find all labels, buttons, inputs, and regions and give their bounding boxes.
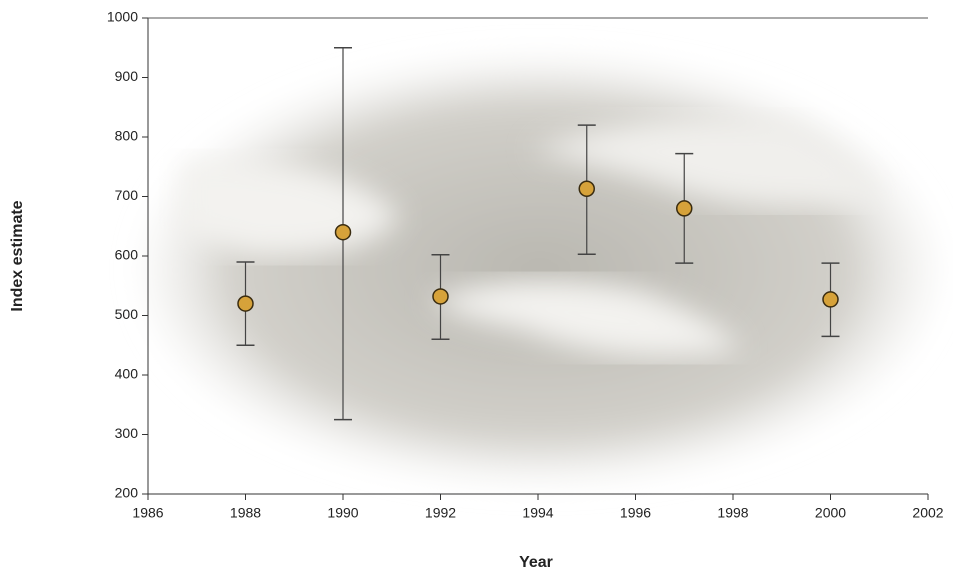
x-tick-label: 1986 xyxy=(132,505,163,521)
x-tick-label: 1990 xyxy=(327,505,358,521)
y-axis-title: Index estimate xyxy=(9,200,26,311)
y-tick-label: 300 xyxy=(115,425,139,441)
point xyxy=(238,296,253,311)
y-tick-label: 200 xyxy=(115,485,139,501)
x-tick-label: 2000 xyxy=(815,505,846,521)
x-tick-label: 1992 xyxy=(425,505,456,521)
y-tick-label: 800 xyxy=(115,128,139,144)
x-tick-label: 2002 xyxy=(912,505,943,521)
x-tick-label: 1998 xyxy=(717,505,748,521)
point xyxy=(677,201,692,216)
background-image xyxy=(140,55,940,485)
y-tick-label: 500 xyxy=(115,306,139,322)
point xyxy=(336,225,351,240)
x-tick-label: 1988 xyxy=(230,505,261,521)
y-tick-label: 600 xyxy=(115,247,139,263)
chart: Year Index estimate 200 300 400 500 600 700 80… xyxy=(0,0,953,575)
y-tick-label: 400 xyxy=(115,366,139,382)
x-tick-label: 1996 xyxy=(620,505,651,521)
x-tick-label: 1994 xyxy=(522,505,553,521)
point xyxy=(433,289,448,304)
y-tick-label: 900 xyxy=(115,68,139,84)
x-axis-title: Year xyxy=(519,554,553,571)
y-tick-label: 1000 xyxy=(107,9,138,25)
point xyxy=(579,181,594,196)
point xyxy=(823,292,838,307)
y-tick-label: 700 xyxy=(115,187,139,203)
